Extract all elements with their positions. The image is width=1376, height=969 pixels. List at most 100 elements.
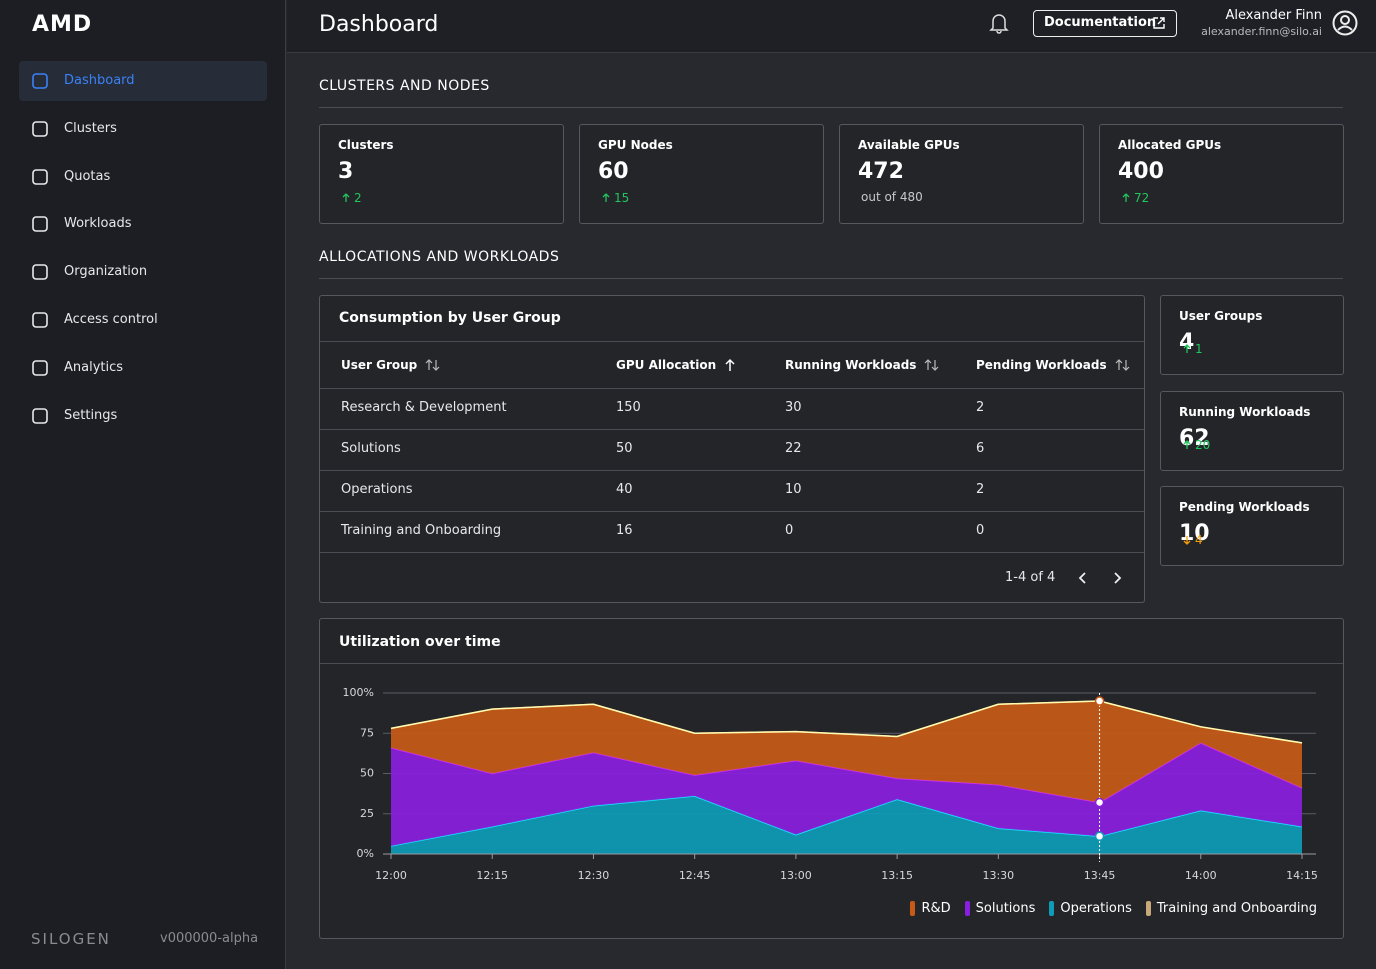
x-tick-label: 13:30 [982, 869, 1014, 882]
nav-icon [32, 73, 48, 89]
stat-value: 400 [1118, 159, 1164, 184]
sort-icon [1115, 359, 1130, 371]
nav-icon [32, 312, 48, 328]
legend-item[interactable]: R&D [910, 901, 951, 916]
hover-point [1094, 831, 1105, 842]
divider [320, 663, 1343, 664]
stat-change: 4 [1195, 533, 1203, 547]
nav-item[interactable]: Clusters [64, 121, 117, 136]
stat-change: 2 [354, 191, 362, 205]
stat-change: 20 [1195, 438, 1211, 452]
nav-item[interactable]: Dashboard [64, 73, 135, 88]
stat-label: Available GPUs [858, 138, 960, 152]
stat-value: 3 [338, 159, 354, 184]
divider [319, 278, 1343, 279]
version: v000000-alpha [160, 931, 259, 946]
hover-point [1094, 797, 1105, 808]
table-cell: 30 [785, 400, 802, 415]
nav-icon-shape [32, 73, 48, 89]
nav-icon [32, 408, 48, 424]
column-header[interactable]: Pending Workloads [976, 358, 1107, 372]
nav-icon-shape [32, 408, 48, 424]
column-header[interactable]: Running Workloads [785, 358, 917, 372]
table-cell: 16 [616, 523, 633, 538]
table-row-line [320, 388, 1144, 389]
x-tick-label: 14:00 [1185, 869, 1217, 882]
x-tick-label: 13:00 [780, 869, 812, 882]
nav-icon [32, 121, 48, 137]
legend-item[interactable]: Solutions [964, 901, 1035, 916]
pagination: 1-4 of 4 [1005, 570, 1056, 585]
stat-value: 60 [598, 159, 629, 184]
user-icon[interactable] [1332, 10, 1358, 36]
table-cell: 0 [785, 523, 794, 538]
table-row-line [320, 429, 1144, 430]
stat-card: Available GPUs 472 out of 480 [839, 124, 1084, 224]
table-cell: 6 [976, 441, 985, 456]
area-line [390, 700, 1303, 744]
bell-icon[interactable] [989, 12, 1009, 34]
y-tick-label: 0% [357, 847, 374, 860]
stat-value: 472 [858, 159, 904, 184]
table-row-line [320, 470, 1144, 471]
stat-change: 1 [1195, 342, 1203, 356]
legend-item[interactable]: Training and Onboarding [1145, 901, 1317, 916]
trend-icon [1183, 344, 1191, 353]
stat-card: User Groups 4 1 [1160, 295, 1344, 375]
legend-swatch [910, 901, 916, 916]
table-cell: Training and Onboarding [341, 523, 502, 538]
column-header[interactable]: User Group [341, 358, 418, 372]
stat-change: 72 [1134, 191, 1150, 205]
sort-both [924, 359, 939, 371]
table-cell: Research & Development [341, 400, 507, 415]
trend-arrow [1183, 344, 1191, 353]
nav-item[interactable]: Access control [64, 312, 158, 327]
y-tick-label: 50 [360, 767, 374, 780]
x-tick-label: 12:15 [476, 869, 508, 882]
y-tick-label: 100% [343, 686, 374, 699]
nav-item[interactable]: Organization [64, 264, 148, 279]
table-cell: 2 [976, 400, 985, 415]
table-title: Consumption by User Group [339, 310, 561, 326]
documentation-button[interactable]: Documentation [1033, 10, 1177, 37]
nav-item[interactable]: Quotas [64, 169, 111, 184]
trend-icon [602, 193, 610, 202]
legend-label: Operations [1060, 901, 1132, 916]
sort-both [425, 359, 440, 371]
sort-icon [425, 359, 440, 371]
nav-icon [32, 264, 48, 280]
table-cell: 50 [616, 441, 633, 456]
prev-page[interactable] [1075, 570, 1091, 586]
table-card: Consumption by User Group 1-4 of 4 User … [319, 295, 1145, 603]
nav-item[interactable]: Settings [64, 408, 118, 423]
divider [319, 107, 1343, 108]
stat-label: Allocated GPUs [1118, 138, 1222, 152]
nav-icon [32, 216, 48, 232]
next-page[interactable] [1109, 570, 1125, 586]
stat-label: Running Workloads [1179, 405, 1311, 419]
table-cell: 22 [785, 441, 802, 456]
stat-card: Clusters 3 2 [319, 124, 564, 224]
trend-arrow [1122, 193, 1130, 202]
sidebar: AMD Dashboard Clusters Quotas Workloads Orga… [0, 0, 286, 969]
nav-icon-shape [32, 360, 48, 376]
sort-icon [924, 359, 939, 371]
column-header[interactable]: GPU Allocation [616, 358, 717, 372]
chart-title: Utilization over time [339, 634, 501, 650]
section-title: CLUSTERS AND NODES [319, 78, 490, 94]
x-tick-label: 13:45 [1084, 869, 1116, 882]
legend-swatch [1145, 901, 1151, 916]
area [391, 796, 1302, 854]
sort-both [1115, 359, 1130, 371]
table-cell: 2 [976, 482, 985, 497]
table-row-line [320, 511, 1144, 512]
chart: 0% 25 50 75 100% 12:00 12:15 12:30 12:45 13:00 13:… [343, 686, 1318, 882]
trend-icon [342, 193, 350, 202]
nav-item[interactable]: Analytics [64, 360, 124, 375]
stat-label: User Groups [1179, 309, 1263, 323]
stat-value: 4 [1179, 330, 1195, 355]
hover-point [1094, 696, 1105, 706]
nav-item[interactable]: Workloads [64, 216, 132, 231]
legend-item[interactable]: Operations [1049, 901, 1132, 916]
